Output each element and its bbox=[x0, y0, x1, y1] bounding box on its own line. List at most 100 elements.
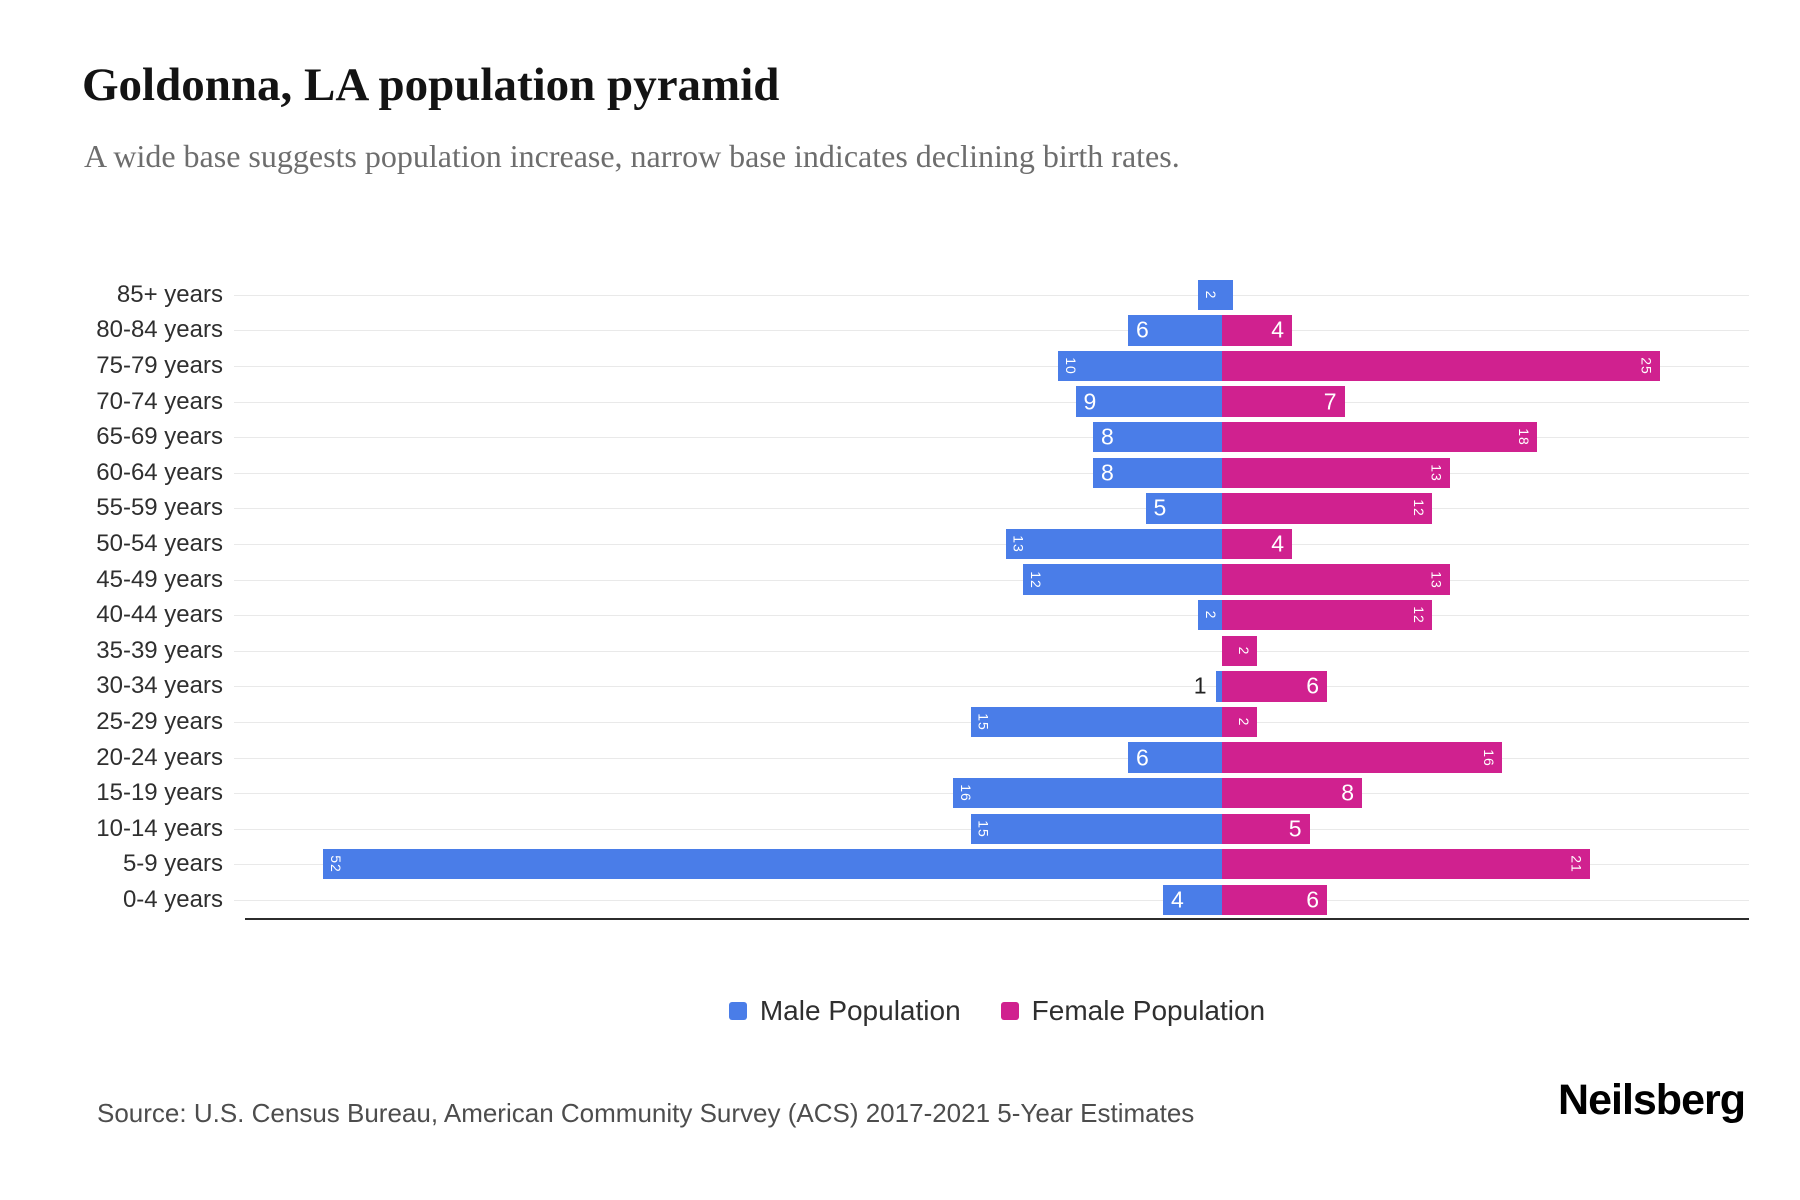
bar-value-label: 13 bbox=[1428, 463, 1445, 482]
pyramid-row: 20-24 years 6 16 bbox=[88, 740, 1749, 776]
bar-value-label: 5 bbox=[1153, 494, 1167, 521]
gridline bbox=[234, 579, 1749, 581]
pyramid-row: 10-14 years 15 5 bbox=[88, 811, 1749, 847]
bar-value-label: 16 bbox=[1481, 748, 1497, 767]
male-population-bar[interactable]: 15 bbox=[970, 706, 1233, 738]
gridline bbox=[234, 650, 1749, 652]
gridline bbox=[234, 508, 1749, 510]
chart-legend: Male Population Female Population bbox=[245, 995, 1749, 1027]
female-population-bar[interactable]: 18 bbox=[1222, 421, 1537, 453]
age-group-label: 25-29 years bbox=[96, 707, 223, 735]
pyramid-row: 85+ years 2 bbox=[88, 277, 1749, 313]
male-population-bar[interactable]: 8 bbox=[1093, 421, 1233, 453]
male-population-bar[interactable]: 12 bbox=[1023, 564, 1233, 595]
female-population-bar[interactable]: 16 bbox=[1222, 742, 1502, 773]
bar-value-label: 18 bbox=[1516, 428, 1532, 446]
male-population-bar[interactable]: 16 bbox=[953, 777, 1233, 809]
bar-value-label: 4 bbox=[1271, 530, 1284, 557]
plot-area-row: 2 bbox=[234, 633, 1749, 669]
male-population-bar[interactable]: 4 bbox=[1163, 884, 1233, 916]
plot-area-row: 2 12 bbox=[234, 597, 1749, 633]
page-title: Goldonna, LA population pyramid bbox=[82, 59, 780, 111]
page-subtitle: A wide base suggests population increase… bbox=[84, 138, 1180, 174]
female-population-bar[interactable]: 6 bbox=[1222, 884, 1327, 916]
male-population-bar[interactable]: 9 bbox=[1075, 386, 1233, 417]
legend-item-female[interactable]: Female Population bbox=[1000, 995, 1266, 1027]
female-population-bar[interactable]: 4 bbox=[1222, 315, 1292, 346]
pyramid-row: 45-49 years 12 13 bbox=[88, 562, 1749, 598]
male-population-bar[interactable]: 5 bbox=[1145, 493, 1233, 524]
female-population-bar[interactable]: 2 bbox=[1222, 706, 1257, 738]
plot-area-row: 10 25 bbox=[234, 348, 1749, 384]
legend-item-male[interactable]: Male Population bbox=[728, 995, 961, 1027]
female-legend-swatch-icon bbox=[1000, 1002, 1019, 1020]
male-population-bar[interactable]: 6 bbox=[1128, 315, 1233, 346]
female-legend-label: Female Population bbox=[1031, 995, 1266, 1026]
male-population-bar[interactable]: 10 bbox=[1058, 350, 1233, 382]
female-population-bar[interactable]: 21 bbox=[1222, 849, 1590, 880]
age-group-label: 0-4 years bbox=[122, 885, 223, 913]
bar-value-label: 8 bbox=[1101, 459, 1114, 486]
male-population-bar[interactable]: 8 bbox=[1093, 457, 1233, 488]
female-population-bar[interactable]: 7 bbox=[1222, 386, 1345, 417]
pyramid-row: 65-69 years 8 18 bbox=[88, 419, 1749, 455]
pyramid-row: 30-34 years 1 6 bbox=[88, 669, 1749, 705]
female-population-bar[interactable]: 4 bbox=[1222, 528, 1292, 560]
bar-value-label: 13 bbox=[1010, 535, 1027, 553]
x-axis-line bbox=[245, 918, 1749, 920]
female-population-bar[interactable]: 5 bbox=[1222, 813, 1310, 844]
bar-value-label: 9 bbox=[1083, 388, 1097, 415]
female-population-bar[interactable]: 2 bbox=[1222, 635, 1257, 666]
gridline bbox=[234, 330, 1749, 332]
bar-value-label: 52 bbox=[328, 855, 344, 874]
pyramid-row: 60-64 years 8 13 bbox=[88, 455, 1749, 491]
female-population-bar[interactable]: 13 bbox=[1222, 457, 1450, 488]
pyramid-row: 50-54 years 13 4 bbox=[88, 526, 1749, 562]
bar-value-label: 8 bbox=[1341, 779, 1354, 806]
age-group-label: 65-69 years bbox=[96, 423, 223, 451]
gridline bbox=[234, 294, 1749, 296]
female-population-bar[interactable]: 12 bbox=[1222, 493, 1432, 524]
female-population-bar[interactable]: 6 bbox=[1222, 671, 1327, 702]
pyramid-row: 80-84 years 6 4 bbox=[88, 313, 1749, 349]
male-population-bar[interactable]: 2 bbox=[1198, 279, 1233, 310]
male-population-bar[interactable]: 13 bbox=[1005, 528, 1233, 560]
male-population-bar[interactable]: 15 bbox=[970, 813, 1233, 844]
age-group-label: 15-19 years bbox=[96, 779, 223, 807]
bar-value-label: 12 bbox=[1411, 499, 1427, 518]
plot-area-row: 16 8 bbox=[234, 775, 1749, 811]
bar-value-label: 15 bbox=[975, 713, 992, 731]
bar-value-label: 4 bbox=[1171, 886, 1184, 913]
pyramid-row: 40-44 years 2 12 bbox=[88, 597, 1749, 633]
bar-value-label: 4 bbox=[1271, 316, 1284, 343]
age-group-label: 70-74 years bbox=[96, 387, 223, 415]
gridline bbox=[234, 899, 1749, 901]
male-population-bar[interactable]: 52 bbox=[323, 849, 1233, 880]
female-population-bar[interactable]: 8 bbox=[1222, 777, 1362, 809]
age-group-label: 10-14 years bbox=[96, 814, 223, 842]
plot-area-row: 6 16 bbox=[234, 740, 1749, 776]
plot-area-row: 15 2 bbox=[234, 704, 1749, 740]
pyramid-row: 75-79 years 10 25 bbox=[88, 348, 1749, 384]
bar-value-label: 1 bbox=[1193, 672, 1207, 699]
female-population-bar[interactable]: 13 bbox=[1222, 564, 1450, 595]
bar-value-label: 10 bbox=[1063, 357, 1079, 375]
age-group-label: 60-64 years bbox=[96, 458, 223, 486]
female-population-bar[interactable]: 25 bbox=[1222, 350, 1660, 382]
plot-area-row: 13 4 bbox=[234, 526, 1749, 562]
bar-value-label: 6 bbox=[1136, 744, 1149, 770]
gridline bbox=[234, 437, 1749, 439]
bar-value-label: 2 bbox=[1203, 610, 1219, 620]
bar-value-label: 2 bbox=[1236, 717, 1252, 727]
bar-value-label: 12 bbox=[1028, 570, 1044, 589]
male-population-bar[interactable]: 6 bbox=[1128, 742, 1233, 773]
female-population-bar[interactable]: 12 bbox=[1222, 599, 1432, 631]
gridline bbox=[234, 472, 1749, 474]
gridline bbox=[234, 757, 1749, 759]
plot-area-row: 2 bbox=[234, 277, 1749, 313]
source-attribution: Source: U.S. Census Bureau, American Com… bbox=[97, 1098, 1195, 1128]
age-group-label: 35-39 years bbox=[96, 636, 223, 664]
